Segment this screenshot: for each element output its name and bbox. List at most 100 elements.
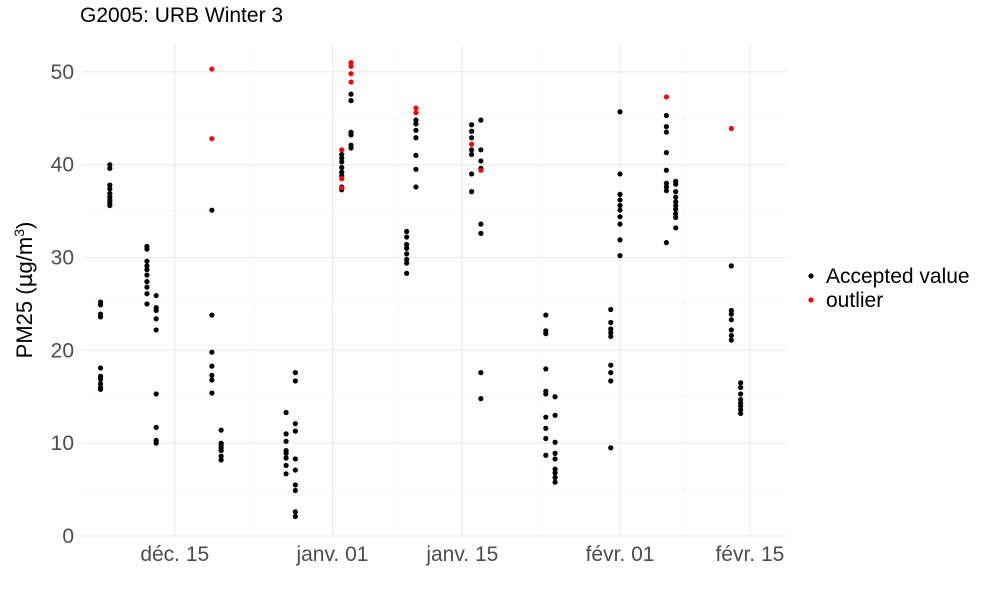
data-point xyxy=(348,132,354,138)
data-point xyxy=(552,474,558,481)
data-point xyxy=(283,450,289,456)
data-point xyxy=(543,414,549,420)
data-point xyxy=(218,453,224,459)
data-point xyxy=(209,377,215,383)
chart-title: G2005: URB Winter 3 xyxy=(80,4,283,27)
data-point xyxy=(153,440,159,446)
data-point xyxy=(283,462,289,469)
data-point xyxy=(617,214,623,220)
data-point xyxy=(153,292,159,299)
data-point xyxy=(617,197,623,203)
data-point xyxy=(552,439,558,445)
data-point xyxy=(144,291,150,297)
data-point xyxy=(339,185,345,191)
data-point xyxy=(404,241,410,248)
data-point xyxy=(738,384,744,391)
data-point xyxy=(292,513,298,520)
data-point xyxy=(413,152,419,158)
data-point xyxy=(663,167,670,173)
data-point xyxy=(339,176,345,182)
data-point xyxy=(552,456,558,462)
legend-key-accepted xyxy=(808,273,814,279)
series-outlier xyxy=(209,59,734,191)
data-point xyxy=(663,180,670,186)
data-point xyxy=(348,79,354,85)
legend-label-outlier: outlier xyxy=(826,289,883,312)
data-point xyxy=(543,312,549,318)
y-axis-ticks: 0 10 20 30 40 50 xyxy=(51,61,74,548)
data-point xyxy=(617,237,623,243)
data-point xyxy=(292,467,298,473)
data-point xyxy=(608,378,614,384)
data-point xyxy=(348,59,354,66)
data-point xyxy=(608,330,614,336)
data-point xyxy=(738,380,744,386)
data-point xyxy=(478,370,484,376)
data-point xyxy=(107,182,113,188)
data-point xyxy=(97,314,104,320)
data-point xyxy=(413,184,419,190)
y-tick-label: 20 xyxy=(51,339,74,362)
data-point xyxy=(339,155,345,161)
data-point xyxy=(469,135,475,141)
data-point xyxy=(153,391,159,397)
data-point xyxy=(404,270,410,276)
data-point xyxy=(153,316,159,322)
data-point xyxy=(617,109,623,115)
data-point xyxy=(552,394,558,400)
data-point xyxy=(608,445,614,451)
x-tick-label: févr. 15 xyxy=(715,543,784,566)
data-point xyxy=(673,206,679,212)
data-point xyxy=(107,190,113,197)
data-point xyxy=(728,307,734,314)
y-axis-label: PM25 (µg/m3) xyxy=(11,222,38,359)
data-point xyxy=(478,396,484,402)
data-point xyxy=(404,260,410,266)
legend: Accepted value outlier xyxy=(808,265,970,312)
data-point xyxy=(738,403,744,409)
data-point xyxy=(413,121,419,127)
data-point xyxy=(728,311,734,317)
x-tick-label: déc. 15 xyxy=(140,543,209,566)
data-point xyxy=(543,435,549,442)
data-point xyxy=(728,327,734,333)
data-point xyxy=(339,169,345,175)
data-point xyxy=(552,470,558,476)
data-point xyxy=(543,452,549,458)
data-point xyxy=(107,202,113,209)
data-point xyxy=(469,171,475,177)
data-point xyxy=(552,479,558,485)
data-point xyxy=(478,158,484,164)
data-point xyxy=(663,188,670,194)
data-point xyxy=(728,263,734,269)
data-point xyxy=(348,63,354,69)
data-point xyxy=(617,202,623,209)
data-point xyxy=(292,421,298,427)
data-point xyxy=(608,362,614,368)
data-point xyxy=(218,447,224,454)
data-point xyxy=(144,258,150,264)
data-point xyxy=(97,302,104,308)
data-point xyxy=(339,164,345,171)
x-tick-label: févr. 01 xyxy=(586,543,655,566)
data-point xyxy=(404,234,410,240)
data-point xyxy=(608,370,614,376)
data-point xyxy=(97,376,104,382)
data-point xyxy=(469,122,475,128)
data-point xyxy=(663,124,670,130)
data-point xyxy=(673,199,679,205)
data-point xyxy=(469,128,475,134)
legend-key-outlier xyxy=(808,297,814,303)
data-point xyxy=(478,147,484,153)
data-points xyxy=(97,59,744,520)
data-point xyxy=(144,246,150,252)
data-point xyxy=(292,482,298,488)
data-point xyxy=(617,171,623,177)
data-point xyxy=(738,391,744,397)
data-point xyxy=(283,438,289,444)
data-point xyxy=(107,162,113,168)
data-point xyxy=(153,327,159,333)
data-point xyxy=(209,207,215,213)
data-point xyxy=(673,214,679,221)
data-point xyxy=(144,301,150,307)
